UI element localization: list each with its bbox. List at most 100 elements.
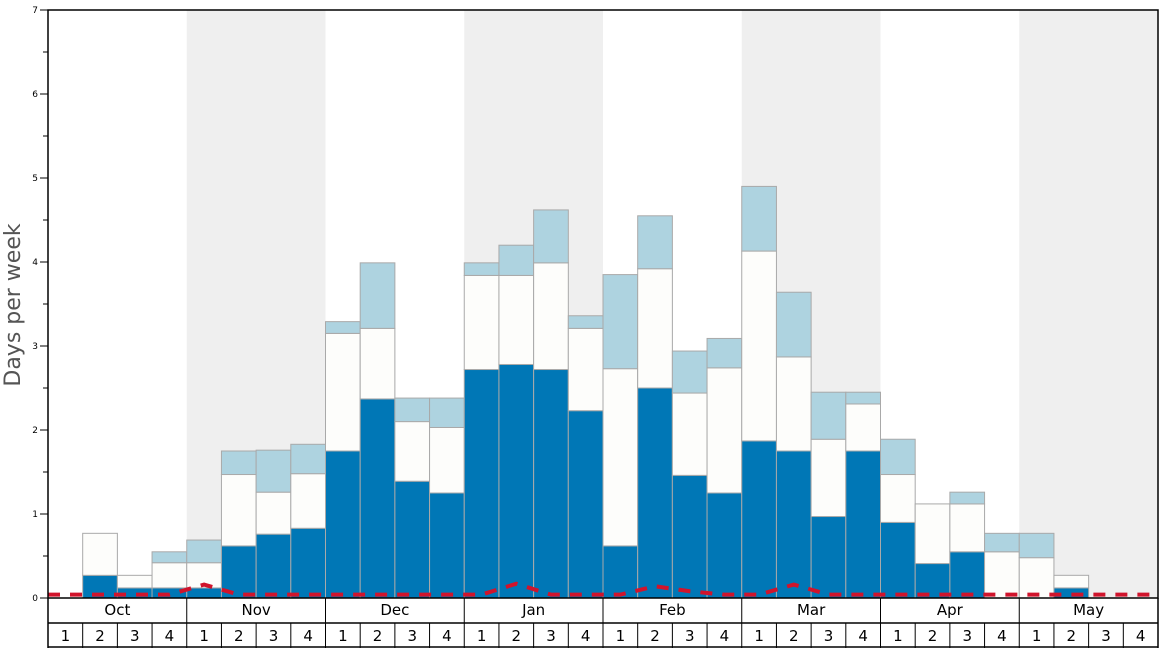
week-label: 1 bbox=[1032, 627, 1042, 645]
bar-segment-series-2 bbox=[567, 327, 604, 412]
bar-segment-series-3 bbox=[498, 244, 535, 276]
bar-segment-series-1 bbox=[914, 563, 951, 599]
month-label: Dec bbox=[380, 601, 409, 619]
month-label: Feb bbox=[659, 601, 686, 619]
y-tick-label: 0 bbox=[32, 594, 38, 604]
bar-segment-series-2 bbox=[359, 327, 396, 400]
bar-segment-series-3 bbox=[429, 397, 465, 428]
bar-segment-series-2 bbox=[533, 262, 569, 371]
bar-segment-series-2 bbox=[498, 274, 535, 365]
bars-group bbox=[82, 185, 1090, 599]
bar-segment-series-2 bbox=[914, 503, 951, 565]
bar-segment-series-2 bbox=[220, 474, 257, 547]
bar-segment-series-1 bbox=[949, 551, 986, 599]
week-label: 1 bbox=[477, 627, 487, 645]
week-label: 4 bbox=[165, 627, 175, 645]
week-label: 3 bbox=[130, 627, 140, 645]
y-tick-label: 4 bbox=[32, 258, 38, 268]
week-label: 4 bbox=[442, 627, 452, 645]
bar-segment-series-2 bbox=[463, 274, 500, 371]
bar-segment-series-3 bbox=[394, 397, 431, 423]
bar-segment-series-2 bbox=[1053, 574, 1090, 589]
bar-segment-series-3 bbox=[533, 209, 569, 264]
trend-line-group bbox=[48, 581, 1158, 597]
week-label: 2 bbox=[234, 627, 244, 645]
bar-segment-series-1 bbox=[463, 369, 500, 599]
bar-segment-series-1 bbox=[325, 450, 361, 599]
week-label: 2 bbox=[650, 627, 660, 645]
bar-segment-series-2 bbox=[429, 426, 465, 494]
week-label: 2 bbox=[95, 627, 105, 645]
bar-segment-series-1 bbox=[775, 450, 812, 599]
bar-segment-series-1 bbox=[845, 450, 881, 599]
month-label: Nov bbox=[241, 601, 270, 619]
bar-segment-series-1 bbox=[359, 398, 396, 599]
y-tick-label: 1 bbox=[32, 510, 38, 520]
bar-segment-series-2 bbox=[741, 250, 777, 442]
x-axis-labels: Oct 1 2 3 4 Nov 1 2 3 4 Dec 1 2 3 4 Jan 1 2 3 4 Feb 1 2 3 4 Mar 1 2… bbox=[47, 598, 1159, 648]
bar-segment-series-3 bbox=[463, 262, 500, 276]
bar-segment-series-2 bbox=[116, 574, 153, 589]
month-label: Mar bbox=[797, 601, 826, 619]
month-band bbox=[1019, 10, 1158, 598]
week-label: 3 bbox=[824, 627, 834, 645]
y-axis-label: Days per week bbox=[1, 223, 26, 386]
bar-segment-series-1 bbox=[429, 492, 465, 599]
bar-segment-series-3 bbox=[637, 215, 673, 270]
bar-segment-series-3 bbox=[325, 321, 361, 334]
week-label: 2 bbox=[373, 627, 383, 645]
bar-segment-series-3 bbox=[741, 185, 777, 252]
y-tick-label: 6 bbox=[32, 90, 38, 100]
bar-segment-series-1 bbox=[880, 521, 916, 599]
bar-segment-series-1 bbox=[290, 527, 326, 599]
bar-segment-series-2 bbox=[810, 438, 847, 518]
bar-segment-series-3 bbox=[567, 315, 604, 329]
bar-segment-series-2 bbox=[984, 551, 1020, 599]
bar-segment-series-2 bbox=[671, 392, 708, 476]
bar-segment-series-3 bbox=[359, 262, 396, 329]
week-label: 1 bbox=[61, 627, 71, 645]
bar-segment-series-1 bbox=[602, 545, 639, 599]
bar-segment-series-3 bbox=[880, 438, 916, 476]
bar-segment-series-2 bbox=[845, 403, 881, 452]
bar-segment-series-2 bbox=[706, 367, 743, 494]
trend-line bbox=[48, 581, 1158, 597]
week-label: 1 bbox=[338, 627, 348, 645]
bar-segment-series-1 bbox=[394, 480, 431, 599]
bar-segment-series-3 bbox=[186, 539, 222, 564]
bar-segment-series-3 bbox=[810, 391, 847, 440]
week-label: 4 bbox=[581, 627, 591, 645]
week-label: 3 bbox=[685, 627, 695, 645]
bar-segment-series-3 bbox=[290, 443, 326, 475]
bar-segment-series-2 bbox=[1018, 557, 1055, 599]
bar-segment-series-3 bbox=[775, 291, 812, 358]
y-tick-label: 2 bbox=[32, 426, 38, 436]
month-label: Jan bbox=[521, 601, 545, 619]
bar-segment-series-1 bbox=[810, 516, 847, 599]
bar-segment-series-2 bbox=[637, 268, 673, 389]
bar-segment-series-3 bbox=[220, 450, 257, 476]
bar-segment-series-3 bbox=[151, 551, 188, 564]
bar-segment-series-3 bbox=[671, 350, 708, 394]
bar-segment-series-2 bbox=[82, 532, 118, 576]
week-label: 4 bbox=[1136, 627, 1146, 645]
week-label: 1 bbox=[893, 627, 903, 645]
bar-segment-series-2 bbox=[151, 562, 188, 589]
week-label: 4 bbox=[303, 627, 313, 645]
bar-segment-series-1 bbox=[255, 533, 292, 599]
month-label: Oct bbox=[104, 601, 130, 619]
bar-segment-series-3 bbox=[602, 274, 639, 370]
y-tick-label: 3 bbox=[32, 342, 38, 352]
bar-segment-series-1 bbox=[567, 410, 604, 599]
week-label: 1 bbox=[199, 627, 209, 645]
bar-segment-series-1 bbox=[533, 369, 569, 599]
week-label: 2 bbox=[928, 627, 938, 645]
bar-segment-series-3 bbox=[1018, 532, 1055, 559]
week-label: 4 bbox=[997, 627, 1007, 645]
month-label: Apr bbox=[937, 601, 964, 619]
week-label: 3 bbox=[407, 627, 417, 645]
bar-segment-series-3 bbox=[255, 449, 292, 493]
month-label: May bbox=[1073, 601, 1104, 619]
